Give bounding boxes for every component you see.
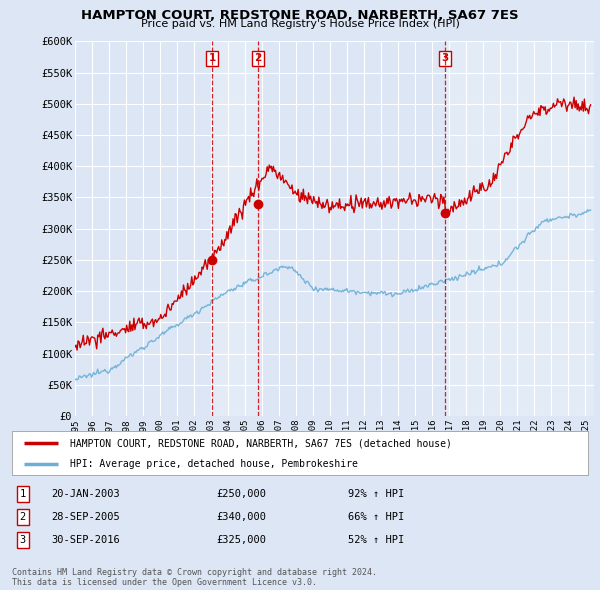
Text: 3: 3 xyxy=(20,535,26,545)
Text: HPI: Average price, detached house, Pembrokeshire: HPI: Average price, detached house, Pemb… xyxy=(70,459,358,469)
Text: Price paid vs. HM Land Registry's House Price Index (HPI): Price paid vs. HM Land Registry's House … xyxy=(140,19,460,29)
Text: £250,000: £250,000 xyxy=(216,489,266,499)
Text: Contains HM Land Registry data © Crown copyright and database right 2024.
This d: Contains HM Land Registry data © Crown c… xyxy=(12,568,377,587)
Text: £325,000: £325,000 xyxy=(216,535,266,545)
Text: 92% ↑ HPI: 92% ↑ HPI xyxy=(348,489,404,499)
Text: 3: 3 xyxy=(442,53,449,63)
Text: 30-SEP-2016: 30-SEP-2016 xyxy=(51,535,120,545)
Text: 1: 1 xyxy=(20,489,26,499)
Bar xyxy=(212,41,258,416)
Text: 28-SEP-2005: 28-SEP-2005 xyxy=(51,512,120,522)
Text: 66% ↑ HPI: 66% ↑ HPI xyxy=(348,512,404,522)
Text: 2: 2 xyxy=(254,53,262,63)
Text: 20-JAN-2003: 20-JAN-2003 xyxy=(51,489,120,499)
Bar xyxy=(445,41,594,416)
Text: HAMPTON COURT, REDSTONE ROAD, NARBERTH, SA67 7ES (detached house): HAMPTON COURT, REDSTONE ROAD, NARBERTH, … xyxy=(70,438,451,448)
Text: 1: 1 xyxy=(208,53,215,63)
Text: 2: 2 xyxy=(20,512,26,522)
Text: £340,000: £340,000 xyxy=(216,512,266,522)
Text: 52% ↑ HPI: 52% ↑ HPI xyxy=(348,535,404,545)
Text: HAMPTON COURT, REDSTONE ROAD, NARBERTH, SA67 7ES: HAMPTON COURT, REDSTONE ROAD, NARBERTH, … xyxy=(81,9,519,22)
